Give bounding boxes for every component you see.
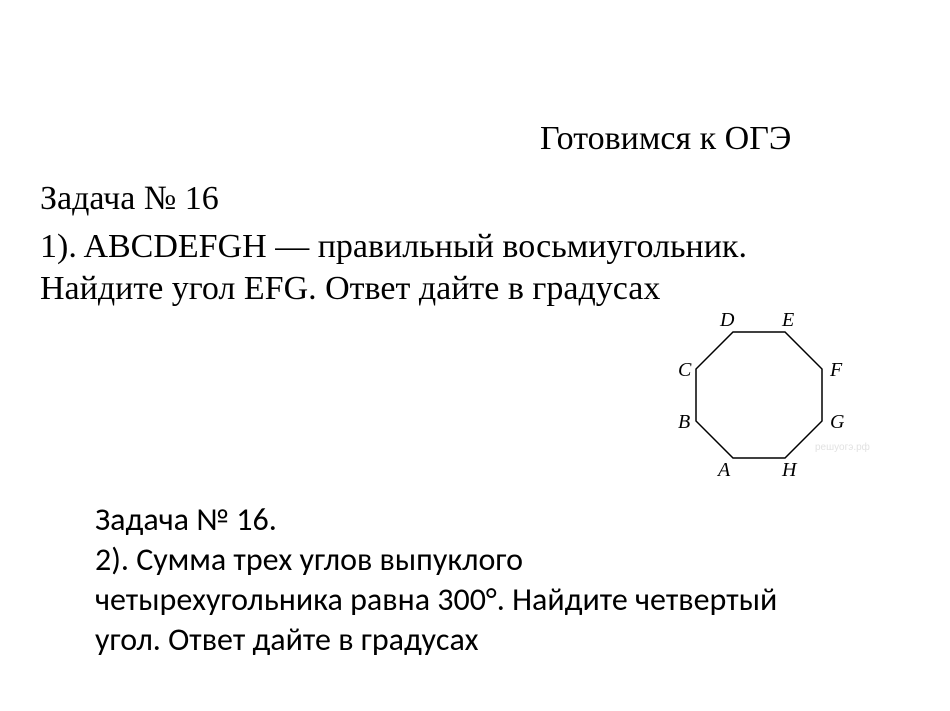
task-2-label: Задача № 16. <box>95 500 277 539</box>
vertex-label-a: A <box>716 459 731 481</box>
vertex-label-d: D <box>719 309 735 331</box>
page: Готовимся к ОГЭ Задача № 16 1). ABCDEFGH… <box>0 0 950 711</box>
vertex-label-f: F <box>829 359 843 381</box>
task-2-line-3: угол. Ответ дайте в градусах <box>95 620 479 659</box>
octagon-shape <box>696 332 822 458</box>
vertex-label-e: E <box>781 309 794 331</box>
vertex-label-b: B <box>678 411 690 433</box>
vertex-label-g: G <box>830 411 845 433</box>
vertex-label-h: H <box>781 459 798 481</box>
vertex-label-c: C <box>678 359 692 381</box>
figure-watermark: решуогэ.рф <box>815 441 870 453</box>
task-1-label: Задача № 16 <box>40 180 219 218</box>
octagon-svg: A H G F E D C B решуогэ.рф <box>650 300 880 490</box>
octagon-figure: A H G F E D C B решуогэ.рф <box>650 300 880 490</box>
task-2-line-2: четырехугольника равна 300°. Найдите чет… <box>95 580 777 619</box>
task-2-line-1: 2). Сумма трех углов выпуклого <box>95 540 523 579</box>
vertex-labels: A H G F E D C B <box>678 309 845 481</box>
task-1-line-2: Найдите угол EFG. Ответ дайте в градусах <box>40 270 660 308</box>
task-1-line-1: 1). ABCDEFGH — правильный восьмиугольник… <box>40 228 747 266</box>
page-heading: Готовимся к ОГЭ <box>540 120 791 158</box>
